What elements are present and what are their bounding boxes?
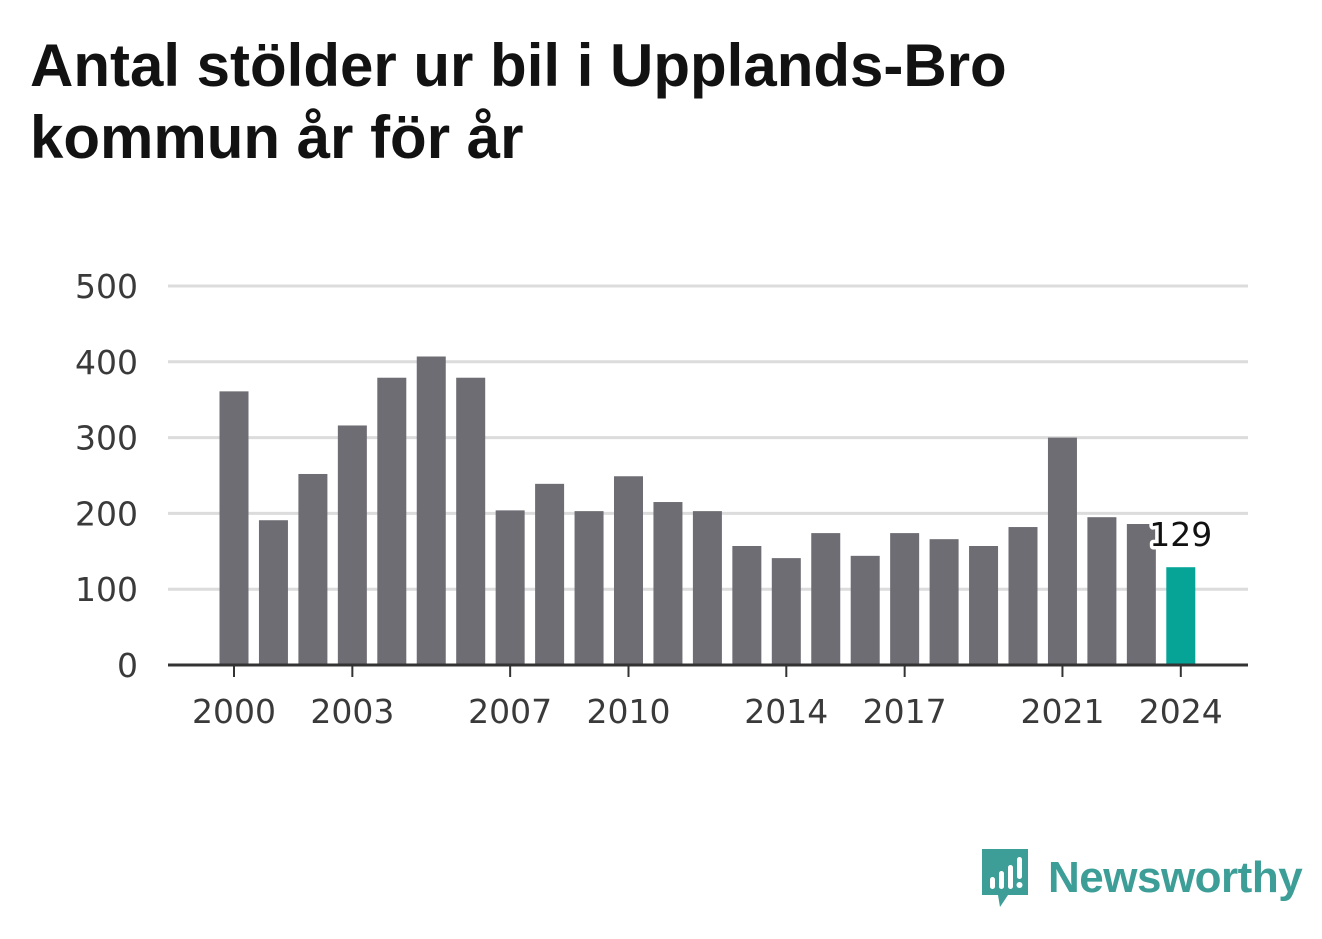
bar-2000 [219, 391, 249, 665]
bar-2023 [1126, 524, 1156, 665]
bar-2019 [969, 545, 999, 665]
bar-2024 [1166, 567, 1196, 665]
bar-2017 [890, 533, 920, 665]
bar-2007 [495, 510, 525, 665]
brand: Newsworthy [980, 848, 1303, 908]
y-tick-label: 500 [75, 267, 138, 306]
bar-2002 [298, 473, 328, 665]
y-tick-label: 400 [75, 343, 138, 382]
bar-2013 [732, 545, 762, 665]
x-tick-label: 2017 [863, 692, 947, 731]
y-tick-label: 100 [75, 570, 138, 609]
x-axis-labels: 2000 2003 2007 2010 2014 2017 2021 2024 [192, 692, 1223, 731]
y-axis-labels: 0 100 200 300 400 500 [75, 267, 138, 685]
bar-2008 [535, 483, 565, 665]
bar-2020 [1008, 527, 1038, 665]
bar-2009 [574, 511, 604, 665]
bar-2014 [771, 558, 801, 665]
x-tick-label: 2007 [468, 692, 552, 731]
x-tick-label: 2010 [587, 692, 671, 731]
x-axis [168, 663, 1248, 677]
bar-2016 [850, 555, 880, 665]
chart-title: Antal stölder ur bil i Upplands-Bro komm… [30, 32, 1007, 171]
bars [219, 356, 1196, 665]
bar-2011 [653, 502, 683, 665]
bar-2015 [811, 533, 841, 665]
bar-2003 [337, 425, 367, 665]
y-tick-label: 200 [75, 494, 138, 533]
x-tick-label: 2000 [192, 692, 276, 731]
x-tick-label: 2024 [1139, 692, 1223, 731]
bar-2005 [416, 356, 446, 665]
bar-2004 [377, 377, 407, 665]
y-tick-label: 0 [117, 646, 138, 685]
brand-name: Newsworthy [1048, 853, 1303, 902]
bar-2022 [1087, 517, 1117, 665]
annotations: 129 [1146, 512, 1216, 558]
y-tick-label: 300 [75, 419, 138, 458]
bar-2012 [692, 511, 722, 665]
bar-2001 [258, 520, 288, 665]
bar-2006 [456, 377, 486, 665]
x-tick-label: 2003 [310, 692, 394, 731]
bar-2018 [929, 539, 959, 665]
data-label-2024: 129 [1149, 515, 1212, 554]
x-tick-label: 2014 [744, 692, 828, 731]
bar-2010 [614, 476, 643, 665]
newsworthy-logo-icon [982, 849, 1028, 907]
x-tick-label: 2021 [1020, 692, 1104, 731]
bar-2021 [1047, 437, 1077, 665]
